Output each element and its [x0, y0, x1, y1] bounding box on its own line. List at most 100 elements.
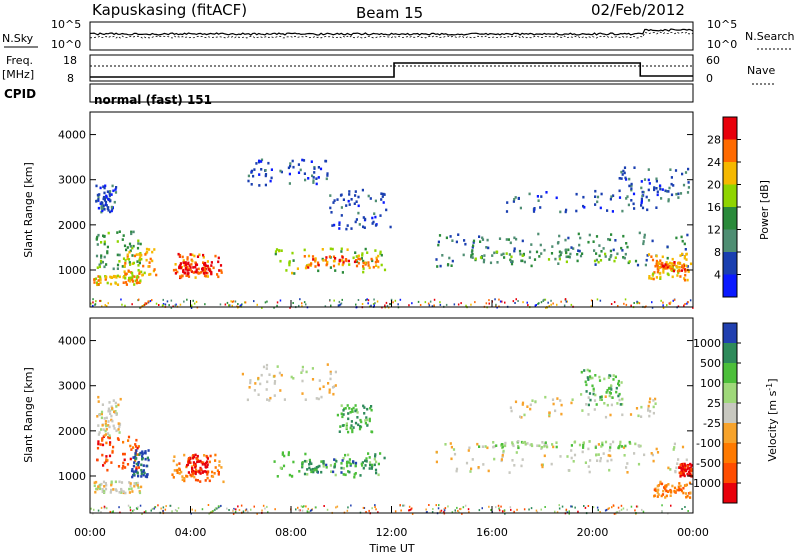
scatter-cell [633, 302, 635, 304]
scatter-cell [329, 247, 332, 251]
scatter-cell [361, 303, 364, 305]
scatter-cell [189, 253, 192, 256]
scatter-cell [625, 242, 628, 245]
scatter-cell [351, 430, 354, 434]
scatter-cell [192, 454, 195, 457]
scatter-cell [508, 471, 511, 474]
nave-tick-bottom: 0 [706, 72, 713, 85]
scatter-cell [637, 301, 639, 304]
scatter-cell [454, 511, 457, 514]
scatter-cell [112, 267, 115, 271]
scatter-cell [198, 460, 201, 463]
scatter-cell [237, 505, 239, 508]
scatter-cell [666, 304, 668, 307]
scatter-cell [126, 257, 129, 260]
scatter-cell [211, 470, 214, 474]
scatter-cell [548, 305, 550, 308]
scatter-cell [526, 442, 529, 445]
scatter-cell [137, 463, 140, 467]
scatter-cell [98, 483, 101, 487]
scatter-cell [681, 172, 684, 176]
scatter-cell [533, 258, 537, 261]
scatter-cell [578, 249, 581, 253]
scatter-cell [372, 265, 375, 269]
scatter-cell [543, 445, 546, 448]
scatter-cell [141, 456, 144, 460]
scatter-cell [470, 250, 474, 254]
scatter-cell [495, 444, 498, 447]
scatter-cell [146, 250, 149, 254]
scatter-cell [244, 509, 247, 512]
scatter-cell [122, 452, 125, 456]
scatter-cell [680, 472, 683, 475]
scatter-cell [199, 466, 202, 470]
scatter-cell [100, 412, 103, 416]
scatter-cell [100, 207, 103, 210]
scatter-cell [135, 253, 138, 256]
scatter-cell [244, 301, 247, 304]
scatter-cell [371, 507, 373, 510]
scatter-cell [306, 510, 309, 513]
scatter-cell [190, 307, 193, 309]
scatter-cell [348, 461, 351, 464]
scatter-cell [567, 469, 570, 472]
scatter-cell [672, 448, 675, 451]
scatter-cell [187, 457, 191, 460]
scatter-cell [183, 300, 185, 303]
scatter-cell [608, 507, 610, 510]
scatter-cell [359, 425, 362, 428]
scatter-cell [344, 453, 347, 457]
scatter-cell [309, 468, 312, 471]
scatter-cell [521, 403, 524, 406]
scatter-cell [619, 440, 622, 444]
scatter-cell [683, 304, 685, 307]
scatter-cell [656, 190, 659, 194]
scatter-cell [677, 305, 680, 308]
scatter-cell [108, 192, 111, 195]
scatter-cell [334, 370, 337, 374]
scatter-cell [110, 418, 113, 422]
scatter-cell [206, 476, 209, 480]
scatter-cell [544, 441, 547, 444]
scatter-cell [112, 510, 114, 513]
scatter-cell [97, 275, 100, 278]
scatter-cell [217, 275, 220, 279]
scatter-cell [315, 466, 318, 469]
scatter-cell [684, 464, 687, 467]
scatter-cell [189, 456, 192, 460]
scatter-cell [558, 234, 561, 238]
scatter-cell [109, 210, 112, 214]
scatter-cell [103, 461, 106, 465]
scatter-cell [336, 505, 339, 508]
scatter-cell [667, 490, 670, 493]
scatter-cell [488, 302, 490, 305]
scatter-cell [317, 176, 320, 179]
scatter-cell [138, 298, 140, 301]
scatter-cell [620, 170, 623, 174]
scatter-cell [281, 451, 284, 454]
scatter-cell [540, 463, 543, 467]
scatter-cell [554, 409, 557, 413]
scatter-cell [189, 473, 192, 477]
scatter-cell [513, 236, 516, 240]
scatter-cell [505, 210, 509, 213]
scatter-cell [673, 298, 676, 301]
scatter-cell [674, 469, 677, 473]
scatter-cell [374, 468, 378, 472]
scatter-cell [321, 257, 324, 261]
scatter-cell [374, 224, 378, 227]
scatter-cell [599, 259, 603, 262]
scatter-cell [348, 203, 351, 206]
scatter-cell [545, 191, 548, 194]
scatter-cell [655, 259, 658, 263]
scatter-cell [273, 380, 277, 383]
scatter-cell [301, 158, 304, 162]
scatter-cell [590, 305, 593, 308]
scatter-cell [332, 259, 336, 263]
scatter-cell [587, 413, 590, 416]
scatter-cell [299, 298, 301, 301]
scatter-cell [103, 199, 106, 202]
scatter-cell [665, 494, 668, 498]
scatter-cell [687, 270, 690, 273]
